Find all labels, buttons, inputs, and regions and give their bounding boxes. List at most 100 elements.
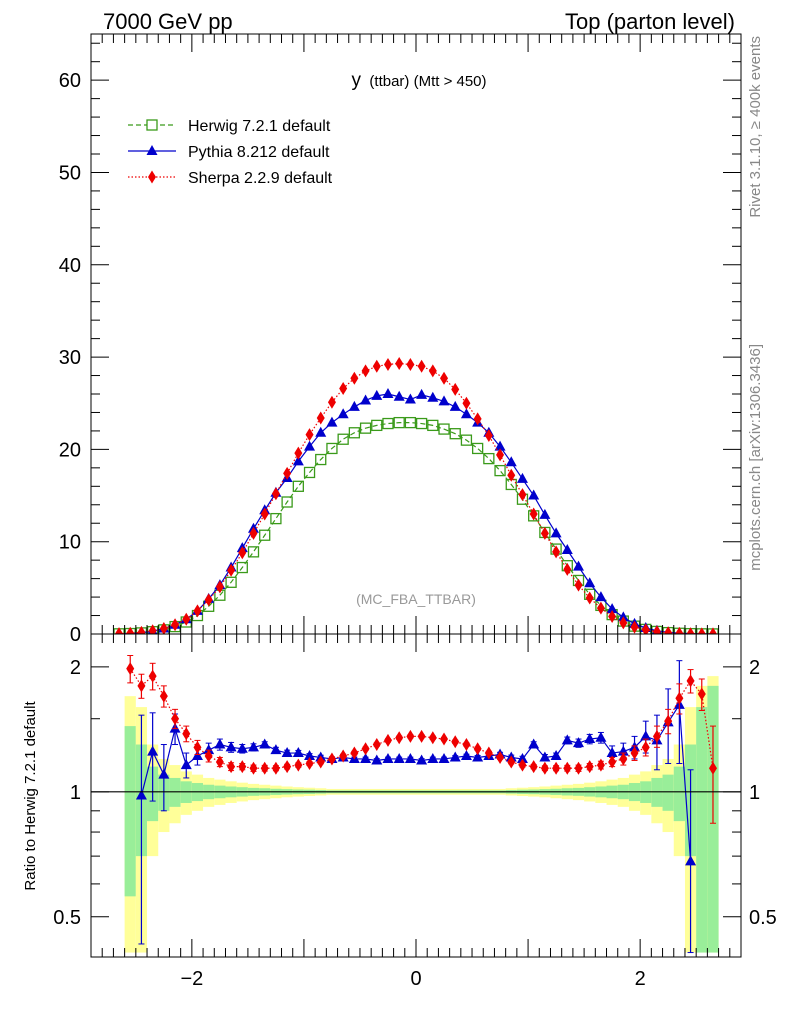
pythia-ratio-point	[203, 744, 215, 755]
ratio-y-tick-label: 1	[70, 782, 81, 804]
pythia-ratio-point	[550, 749, 562, 760]
pythia-ratio-point	[225, 741, 237, 752]
pythia-point	[550, 527, 562, 538]
herwig-point	[348, 427, 361, 439]
ratio-y-tick-label: 0.5	[53, 907, 81, 929]
pythia-point	[449, 400, 461, 411]
ratio-y-tick-label-right: 2	[749, 657, 760, 679]
sherpa-ratio-point	[215, 755, 224, 769]
sherpa-ratio-point	[664, 714, 673, 728]
pythia-ratio-point	[606, 747, 618, 758]
pythia-ratio-point	[416, 754, 428, 765]
sherpa-point	[529, 507, 538, 521]
plot-title: y (ttbar) (Mtt > 450)	[351, 70, 486, 91]
pythia-point	[326, 416, 338, 427]
sherpa-ratio-point	[428, 731, 437, 745]
sherpa-point	[316, 411, 325, 425]
pythia-ratio-point	[528, 738, 540, 749]
sherpa-point	[171, 618, 180, 632]
herwig-point	[236, 561, 248, 574]
sherpa-point	[159, 621, 168, 634]
pythia-point	[404, 393, 416, 404]
sherpa-ratio-point	[372, 738, 381, 752]
y-tick-label: 50	[59, 162, 81, 184]
legend-marker-sherpa	[148, 170, 156, 184]
pythia-point	[595, 591, 607, 602]
sherpa-point	[608, 609, 617, 623]
sherpa-ratio-point	[496, 750, 505, 764]
herwig-point	[303, 466, 316, 479]
sherpa-point	[686, 627, 695, 634]
pythia-point	[460, 408, 472, 419]
sherpa-point	[271, 487, 280, 501]
sherpa-ratio-point	[630, 746, 639, 760]
sherpa-ratio-point	[529, 760, 538, 774]
sherpa-point	[339, 381, 348, 395]
sherpa-point	[115, 627, 124, 634]
pythia-ratio-point	[685, 855, 697, 866]
source-label: mcplots.cern.ch [arXiv:1306.3436]	[747, 344, 764, 571]
sherpa-ratio-point	[563, 761, 572, 775]
sherpa-point	[574, 578, 583, 592]
pythia-ratio-point	[539, 751, 551, 762]
herwig-point	[337, 433, 349, 445]
pythia-ratio-point	[561, 734, 573, 745]
herwig-point	[359, 422, 372, 434]
sherpa-ratio-point	[316, 755, 325, 769]
sherpa-point	[652, 625, 661, 634]
herwig-point	[404, 416, 417, 429]
sherpa-point	[563, 562, 572, 576]
reference-uncertainty-bands	[124, 676, 719, 953]
sherpa-ratio-point	[159, 689, 168, 703]
sherpa-ratio-point	[608, 755, 617, 769]
herwig-point	[292, 480, 304, 492]
sherpa-ratio-point	[440, 732, 449, 746]
sherpa-ratio-point	[675, 691, 684, 705]
sherpa-point	[417, 359, 426, 373]
sherpa-ratio-point	[574, 761, 583, 775]
sherpa-point	[406, 357, 415, 371]
band-inner	[696, 707, 708, 953]
pythia-ratio-point	[259, 738, 271, 749]
sherpa-ratio-point	[227, 760, 236, 774]
pythia-ratio-point	[460, 749, 472, 760]
pythia-point	[371, 389, 383, 400]
pythia-ratio-point	[449, 751, 461, 762]
herwig-point	[225, 576, 237, 588]
ratio-y-axis-label: Ratio to Herwig 7.2.1 default	[22, 701, 39, 891]
sherpa-point	[126, 626, 135, 634]
sherpa-ratio-point	[585, 760, 594, 774]
sherpa-ratio-point	[204, 749, 213, 763]
ratio-series-layer	[91, 655, 741, 954]
herwig-point	[315, 453, 327, 466]
plot-title-sub: (ttbar) (Mtt > 450)	[369, 73, 486, 90]
pythia-ratio-point	[214, 738, 226, 749]
sherpa-ratio-point	[294, 758, 303, 772]
sherpa-point	[148, 624, 157, 634]
pythia-point	[438, 395, 450, 406]
sherpa-ratio-point	[417, 729, 426, 743]
sherpa-point	[440, 371, 449, 385]
pythia-ratio-point	[595, 731, 607, 742]
pythia-ratio-point	[371, 754, 383, 765]
sherpa-ratio-point	[350, 746, 359, 760]
sherpa-point	[451, 382, 460, 396]
pythia-point	[427, 391, 439, 402]
pythia-point	[393, 390, 405, 401]
sherpa-point	[305, 428, 314, 442]
rivet-label: Rivet 3.1.10, ≥ 400k events	[747, 36, 764, 218]
herwig-point	[259, 529, 271, 541]
sherpa-ratio-point	[462, 738, 471, 752]
pythia-point	[315, 426, 327, 437]
sherpa-point	[664, 626, 673, 634]
sherpa-ratio-point	[182, 727, 191, 741]
band-inner	[673, 766, 685, 822]
sherpa-ratio-point	[238, 760, 247, 774]
x-tick-label: 2	[635, 968, 646, 990]
ratio-y-tick-label: 2	[70, 657, 81, 679]
herwig-point	[483, 452, 495, 465]
sherpa-ratio-point	[271, 761, 280, 775]
pythia-point	[528, 489, 540, 500]
herwig-point	[393, 416, 405, 429]
